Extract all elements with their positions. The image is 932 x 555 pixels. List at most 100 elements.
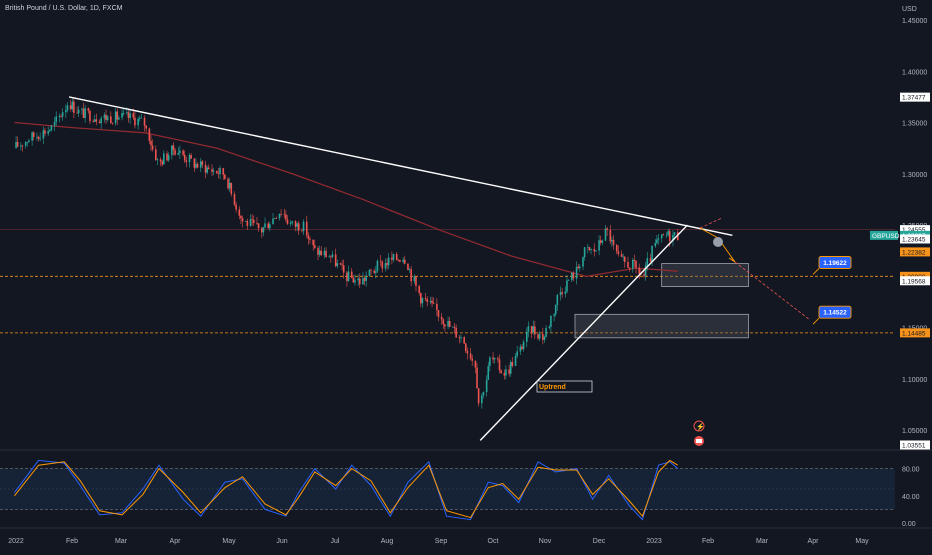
candle-body xyxy=(138,118,141,119)
candle-body xyxy=(368,269,371,276)
candle-body xyxy=(50,125,53,131)
callout-box-1 xyxy=(818,305,852,319)
candle-body xyxy=(341,264,343,266)
candle-body xyxy=(432,303,435,304)
candle-body xyxy=(235,204,237,210)
candle-body xyxy=(482,392,485,396)
candle-body xyxy=(622,256,624,258)
price-label-bg xyxy=(900,276,930,286)
callout-pointer-0 xyxy=(812,268,820,275)
candle-body xyxy=(151,145,154,150)
candle-body xyxy=(84,108,86,118)
candle-body xyxy=(21,145,24,147)
candle-body xyxy=(453,326,456,328)
candle-body xyxy=(508,369,510,374)
candle-body xyxy=(167,155,170,161)
candle-body xyxy=(313,245,316,248)
price-label-text: GBPUSD xyxy=(872,233,900,240)
x-tick-label-4: May xyxy=(222,538,236,545)
candle-body xyxy=(150,140,152,146)
projection-arrow-1-head xyxy=(728,256,736,263)
candle-body xyxy=(421,298,424,304)
candle-body xyxy=(599,240,602,243)
candle-body xyxy=(587,247,589,248)
candle-body xyxy=(81,108,83,110)
candle-body xyxy=(294,221,297,227)
candle-body xyxy=(20,145,22,147)
symbol-title: British Pound / U.S. Dollar, 1D, FXCM xyxy=(5,5,123,12)
candle-body xyxy=(415,276,417,286)
candle-body xyxy=(399,260,401,262)
x-tick-label-9: Oct xyxy=(488,538,499,545)
candle-body xyxy=(617,251,620,255)
price-label-6: 1.22382 xyxy=(900,247,930,257)
candle-body xyxy=(212,170,215,172)
price-label-bg xyxy=(900,234,930,244)
candle-body xyxy=(177,152,180,155)
price-label-5: 1.23645 xyxy=(900,234,930,244)
candle-body xyxy=(561,292,563,294)
candle-body xyxy=(320,250,323,256)
candle-body xyxy=(116,111,119,120)
candle-body xyxy=(413,276,416,282)
candle-body xyxy=(111,123,114,124)
candle-body xyxy=(156,159,159,161)
x-tick-label-2: Mar xyxy=(115,538,128,545)
candle-body xyxy=(601,240,604,243)
flag-glyph xyxy=(696,439,702,443)
candle-body xyxy=(44,130,46,134)
candle-body xyxy=(42,130,45,139)
candle-body xyxy=(579,266,581,269)
candle-body xyxy=(291,221,294,223)
y-tick-label-8: 1.05000 xyxy=(902,428,927,435)
candle-body xyxy=(106,116,109,121)
candle-body xyxy=(47,131,49,134)
candle-body xyxy=(163,153,165,165)
candle-body xyxy=(628,267,631,269)
candle-body xyxy=(643,274,645,276)
candle-body xyxy=(387,257,390,266)
price-label-text: 1.14485 xyxy=(902,330,926,337)
candle-body xyxy=(93,119,96,122)
price-label-0: 1.37477 xyxy=(900,92,930,102)
candle-body xyxy=(252,219,255,223)
candle-body xyxy=(620,254,623,257)
candle-body xyxy=(426,299,429,302)
candle-body xyxy=(357,278,359,281)
candle-body xyxy=(437,310,440,317)
candle-body xyxy=(370,269,372,271)
candle-body xyxy=(492,357,494,360)
candle-body xyxy=(127,112,130,119)
candle-body xyxy=(55,116,58,122)
candle-body xyxy=(548,326,551,328)
candle-body xyxy=(485,379,488,393)
candle-body xyxy=(397,260,400,261)
candle-body xyxy=(275,218,278,219)
y-tick-label-2: 1.35000 xyxy=(902,121,927,128)
candle-body xyxy=(667,231,669,235)
candle-body xyxy=(140,117,143,119)
x-tick-label-11: Dec xyxy=(593,538,606,545)
candle-body xyxy=(487,365,490,380)
candles-group xyxy=(15,97,679,409)
candle-body xyxy=(26,142,29,143)
candle-body xyxy=(37,136,40,140)
x-tick-label-5: Jun xyxy=(276,538,287,545)
candle-body xyxy=(15,141,17,149)
candle-body xyxy=(305,221,308,236)
candle-body xyxy=(36,136,38,138)
candle-body xyxy=(302,221,305,232)
callout-text-1: 1.14522 xyxy=(823,310,847,317)
candle-body xyxy=(363,278,366,281)
candle-body xyxy=(444,324,446,327)
candle-body xyxy=(503,373,506,376)
candle-body xyxy=(286,219,289,224)
candle-body xyxy=(395,254,398,261)
x-tick-label-7: Aug xyxy=(381,538,394,545)
x-tick-label-14: Mar xyxy=(756,538,769,545)
x-tick-label-16: May xyxy=(855,538,869,545)
candle-body xyxy=(660,234,663,239)
candle-body xyxy=(556,295,559,306)
currency-label: USD xyxy=(902,6,917,13)
